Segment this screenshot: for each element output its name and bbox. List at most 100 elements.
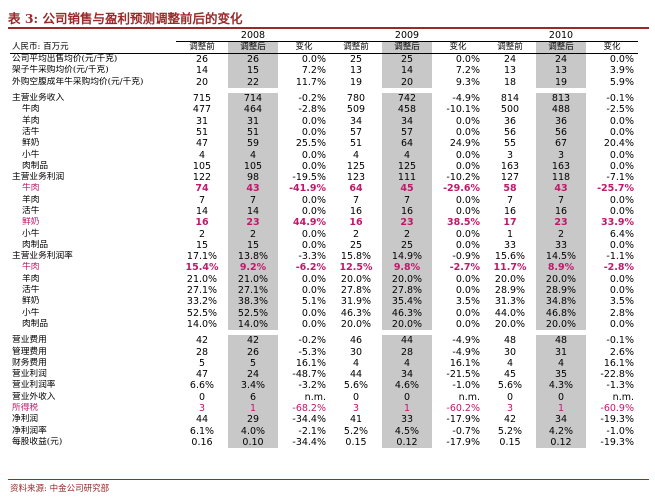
- value-before: 123: [346, 172, 366, 184]
- value-change: -68.2%: [292, 403, 326, 415]
- row-label: 外购空腹成年牛采购均价(元/千克): [12, 76, 144, 87]
- value-before: 27.8%: [340, 285, 372, 297]
- value-before: 125: [346, 160, 366, 172]
- value-before: 2: [198, 228, 206, 240]
- value-after: 25: [382, 53, 432, 66]
- value-before: 30: [503, 346, 517, 358]
- value-change: -0.2%: [298, 335, 326, 347]
- row-label: 羊肉: [22, 273, 40, 284]
- value-before: 42: [195, 335, 209, 347]
- value-change: 11.7%: [295, 76, 326, 88]
- value-after: 46.8%: [536, 307, 586, 319]
- value-before: 47: [195, 369, 209, 381]
- value-before: 4: [352, 357, 360, 369]
- value-before: 0.15: [499, 436, 521, 448]
- value-after: 51: [228, 126, 278, 139]
- value-before: 44: [349, 369, 363, 381]
- value-after: 38.3%: [228, 296, 278, 308]
- value-change: 0.0%: [301, 160, 326, 172]
- value-before: 47: [195, 138, 209, 150]
- row-label: 营业费用: [12, 335, 47, 346]
- value-after: 4.3%: [536, 380, 586, 392]
- value-after: 23: [536, 217, 586, 229]
- value-before: 12.5%: [339, 262, 373, 274]
- value-before: 34: [349, 115, 363, 127]
- value-before: 16: [349, 217, 363, 229]
- row-label: 羊肉: [22, 115, 40, 126]
- value-before: 4: [352, 149, 360, 161]
- value-after: 5: [228, 357, 278, 370]
- value-before: 14: [195, 65, 209, 77]
- value-change: 2.6%: [609, 346, 634, 358]
- value-after: 4.0%: [228, 425, 278, 437]
- value-before: 0.16: [191, 436, 213, 448]
- forecast-table: 2008 2009 2010 人民币: 百万元 调整前 调整后 变化 调整前 调…: [10, 30, 638, 449]
- value-change: -1.3%: [606, 380, 634, 392]
- value-before: 16: [195, 217, 209, 229]
- value-change: 7.2%: [301, 65, 326, 77]
- table-row: 牛肉 477 464 -2.8% 509 458 -10.1% 500 488 -2.5%: [10, 104, 638, 116]
- value-change: -1.0%: [452, 380, 480, 392]
- value-change: -4.9%: [452, 346, 480, 358]
- value-after: 34: [382, 115, 432, 127]
- subheader-change: 变化: [432, 41, 484, 54]
- value-before: 7: [506, 194, 514, 206]
- value-after: 42: [228, 335, 278, 347]
- value-before: 28.9%: [494, 285, 526, 297]
- value-after: 13.8%: [228, 251, 278, 263]
- value-before: 46.3%: [340, 307, 372, 319]
- subheader-before: 调整前: [484, 41, 536, 54]
- value-before: 15.4%: [185, 262, 219, 274]
- table-row: 营业利润 47 24 -48.7% 44 34 -21.5% 45 35 -22.8%: [10, 369, 638, 381]
- value-change: -21.5%: [446, 369, 480, 381]
- value-change: n.m.: [458, 391, 480, 403]
- value-before: 20: [195, 76, 209, 88]
- subheader-after: 调整后: [536, 41, 586, 54]
- value-before: 1: [506, 228, 514, 240]
- value-after: 4.6%: [382, 380, 432, 392]
- value-after: 35.4%: [382, 296, 432, 308]
- value-change: -19.3%: [600, 436, 634, 448]
- value-change: -0.7%: [452, 425, 480, 437]
- value-change: n.m.: [304, 391, 326, 403]
- value-change: 33.9%: [601, 217, 634, 229]
- value-before: 20.0%: [494, 273, 526, 285]
- value-before: 31: [195, 115, 209, 127]
- value-after: 45: [382, 183, 432, 195]
- value-change: 0.0%: [609, 115, 634, 127]
- value-change: 6.4%: [609, 228, 634, 240]
- table-row: 净利润 44 29 -34.4% 41 33 -17.9% 42 34 -19.3%: [10, 414, 638, 426]
- value-change: 0.0%: [301, 54, 326, 66]
- value-change: -19.3%: [600, 414, 634, 426]
- value-after: 15: [228, 65, 278, 77]
- row-label: 主营业务利润: [12, 172, 65, 183]
- table-row: 小牛 2 2 0.0% 2 2 0.0% 1 2 6.4%: [10, 228, 638, 240]
- value-before: 5.2%: [343, 425, 369, 437]
- row-label: 主营业务收入: [12, 93, 65, 104]
- value-after: 16: [536, 205, 586, 218]
- value-change: 20.4%: [603, 138, 634, 150]
- value-before: 55: [503, 138, 517, 150]
- header-blank: [10, 30, 176, 42]
- value-after: 9.8%: [382, 262, 432, 274]
- value-change: 0.0%: [455, 318, 480, 330]
- value-after: 4: [228, 149, 278, 161]
- value-before: 20.0%: [494, 318, 526, 330]
- value-after: 46.3%: [382, 307, 432, 319]
- title-rule: [8, 27, 649, 29]
- value-after: 1: [536, 402, 586, 415]
- value-before: 3: [352, 403, 360, 415]
- row-label: 净利润率: [12, 425, 47, 436]
- value-change: 0.0%: [455, 273, 480, 285]
- row-label: 小牛: [22, 307, 40, 318]
- value-change: 0.0%: [301, 149, 326, 161]
- value-after: 1: [382, 402, 432, 415]
- value-before: 36: [503, 115, 517, 127]
- row-label: 活牛: [22, 206, 40, 216]
- value-change: -7.1%: [606, 172, 634, 184]
- row-label: 架子牛采购均价(元/千克): [12, 65, 109, 76]
- value-after: 0: [382, 391, 432, 403]
- value-after: 98: [228, 171, 278, 184]
- value-after: 27.1%: [228, 284, 278, 297]
